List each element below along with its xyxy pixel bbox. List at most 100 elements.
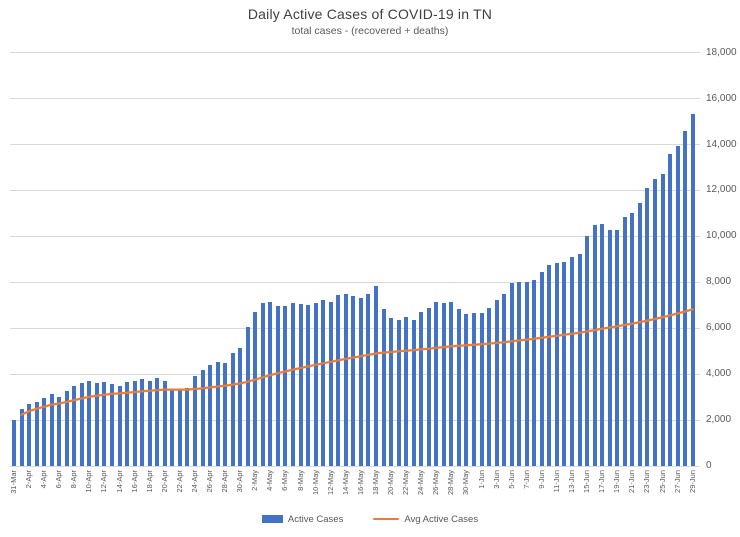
bar <box>592 224 597 466</box>
x-axis-label: 8-May <box>295 470 305 491</box>
x-axis-label: 31-Mar <box>9 470 18 494</box>
x-axis-label: 14-May <box>340 470 350 496</box>
legend: Active Cases Avg Active Cases <box>0 511 740 527</box>
bar <box>668 153 673 466</box>
bar <box>381 308 386 466</box>
y-axis-label: 8,000 <box>706 276 732 288</box>
x-axis-label: 12-May <box>325 470 335 496</box>
y-axis-label: 18,000 <box>706 46 737 58</box>
bar <box>275 306 280 466</box>
x-axis-label: 7-Jun <box>521 470 531 489</box>
bar <box>291 302 296 466</box>
bar <box>306 305 311 466</box>
bar-swatch-icon <box>261 515 283 523</box>
bar <box>336 294 341 466</box>
bar <box>79 382 84 466</box>
bar <box>675 145 680 466</box>
bar <box>615 229 620 466</box>
bar <box>245 327 250 466</box>
bar <box>434 301 439 466</box>
bar <box>426 307 431 466</box>
x-axis-label: 27-Jun <box>672 470 682 493</box>
y-axis-label: 0 <box>706 460 712 471</box>
bar <box>456 308 461 466</box>
legend-item-avg-active-cases: Avg Active Cases <box>373 514 478 525</box>
x-axis-label: 25-Jun <box>657 470 667 493</box>
bar <box>652 178 657 466</box>
bar <box>328 301 333 466</box>
x-axis-label: 4-Apr <box>39 470 49 489</box>
bar <box>238 347 243 466</box>
x-axis-label: 6-May <box>280 470 290 491</box>
x-axis-label: 13-Jun <box>567 470 577 493</box>
bar <box>562 261 567 466</box>
bar <box>170 389 175 466</box>
bar <box>321 299 326 466</box>
bar <box>268 301 273 466</box>
bar <box>404 316 409 466</box>
legend-item-active-cases: Active Cases <box>261 513 344 525</box>
legend-label-avg-active-cases: Avg Active Cases <box>404 513 479 525</box>
x-axis-label: 6-Apr <box>54 470 64 489</box>
y-axis-label: 14,000 <box>706 138 737 150</box>
x-axis-label: 11-Jun <box>551 470 561 493</box>
bar <box>87 381 92 466</box>
bar <box>132 381 137 466</box>
x-axis-label: 22-Apr <box>174 470 184 493</box>
bar <box>19 409 24 466</box>
bar <box>660 174 665 466</box>
chart-title: Daily Active Cases of COVID-19 in TN <box>247 6 493 22</box>
bar <box>27 404 32 466</box>
bar <box>532 280 537 466</box>
bar <box>607 229 612 466</box>
x-axis-label: 3-Jun <box>491 470 501 489</box>
bar <box>373 285 378 466</box>
bar <box>441 302 446 466</box>
bar <box>351 296 356 466</box>
bar <box>585 236 590 466</box>
x-axis-label: 14-Apr <box>114 470 124 493</box>
bar <box>524 282 529 466</box>
x-axis-label: 24-Apr <box>189 470 199 493</box>
x-axis-label: 8-Apr <box>69 470 79 489</box>
bar <box>200 369 205 466</box>
x-axis-label: 24-May <box>416 470 426 496</box>
x-axis-label: 28-May <box>446 470 456 496</box>
bar <box>49 394 54 466</box>
bar <box>683 130 688 466</box>
x-axis-label: 9-Jun <box>536 470 546 489</box>
y-axis-label: 10,000 <box>706 230 737 242</box>
gridline <box>10 235 700 237</box>
bar <box>487 307 492 466</box>
bar <box>162 381 167 466</box>
bar <box>570 257 575 466</box>
bar <box>230 353 235 466</box>
bar <box>396 320 401 466</box>
bar <box>57 396 62 466</box>
bar <box>64 390 69 466</box>
bar <box>630 213 635 466</box>
bar <box>622 216 627 466</box>
y-axis-label: 16,000 <box>706 92 737 104</box>
gridline <box>10 98 700 100</box>
legend-label-active-cases: Active Cases <box>287 513 344 525</box>
bar <box>389 317 394 466</box>
x-axis-label: 26-Apr <box>205 470 215 493</box>
bar <box>464 314 469 466</box>
bar <box>313 302 318 466</box>
bar <box>449 301 454 466</box>
bar <box>577 253 582 466</box>
bar <box>177 390 182 466</box>
bar <box>600 223 605 466</box>
line-swatch-icon <box>373 517 400 521</box>
bar <box>411 320 416 466</box>
bar <box>539 271 544 466</box>
x-axis-label: 23-Jun <box>642 470 652 493</box>
bar <box>343 293 348 466</box>
x-axis-label: 22-May <box>401 470 411 496</box>
bar <box>117 385 122 466</box>
bar <box>125 382 130 466</box>
bar <box>34 401 39 466</box>
bar <box>260 302 265 466</box>
bar <box>110 384 115 466</box>
